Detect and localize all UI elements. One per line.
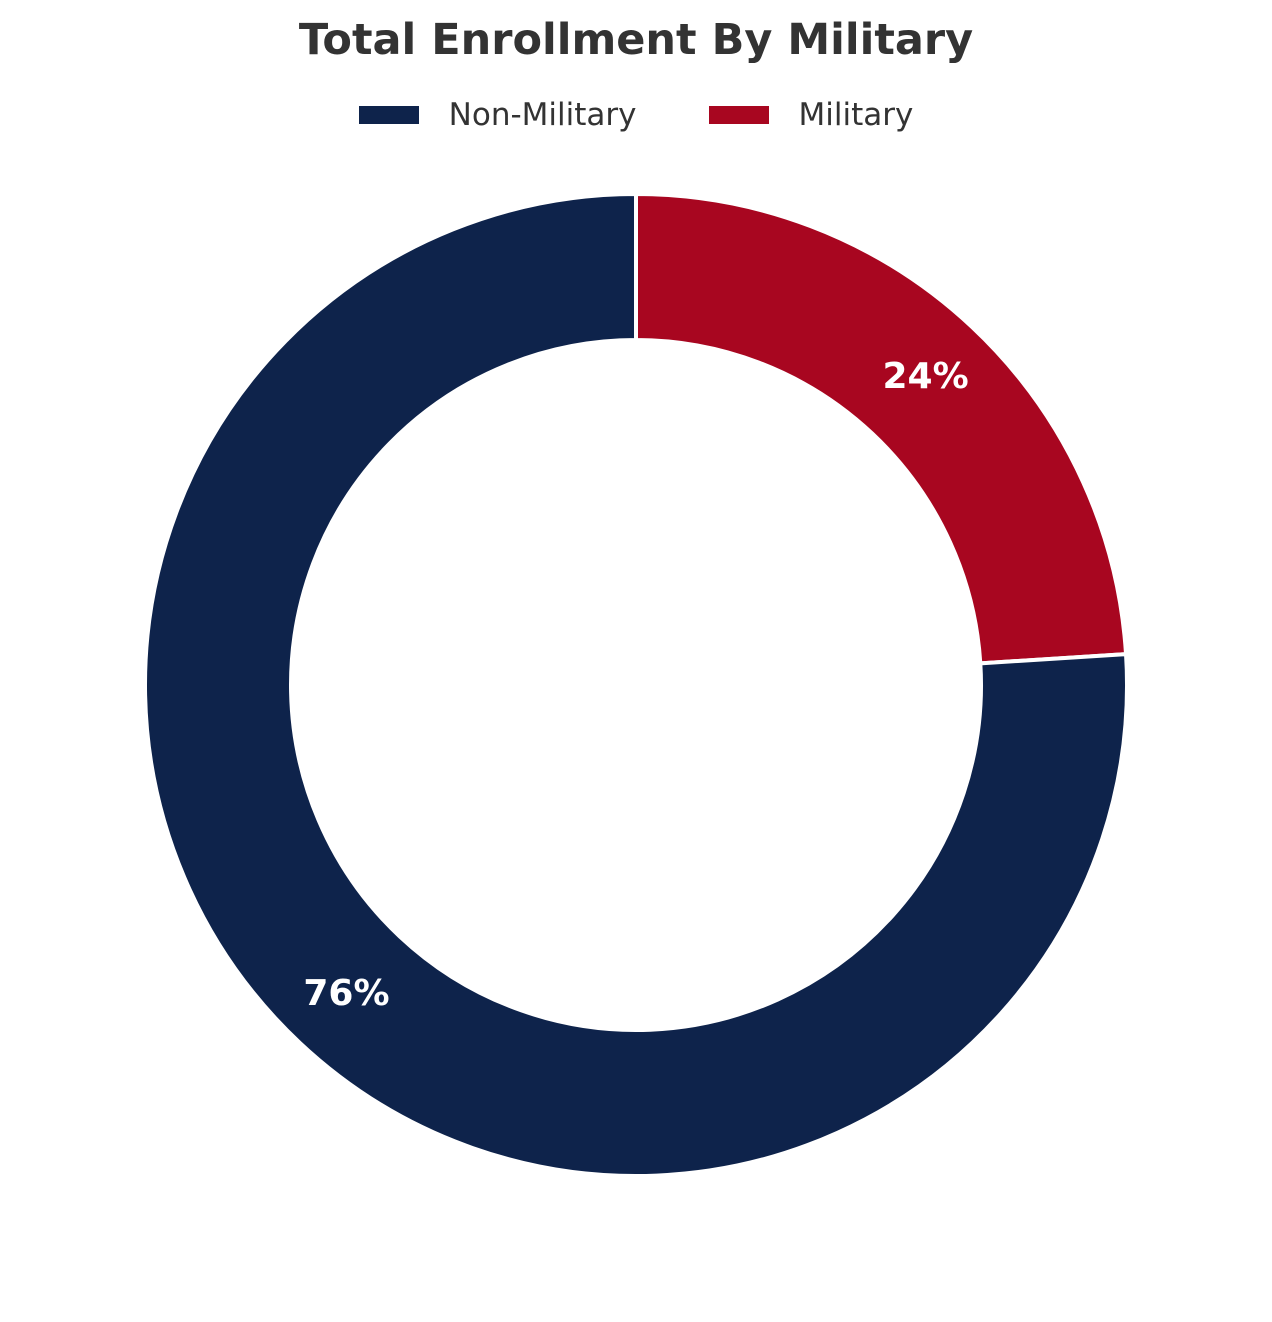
legend-label-military: Military xyxy=(798,97,914,133)
legend: Non-Military Military xyxy=(0,94,1272,136)
legend-swatch-non-military xyxy=(358,106,419,124)
slice-military xyxy=(634,191,1129,666)
slice-label-non-military: 76% xyxy=(303,973,389,1014)
slice-non-military xyxy=(143,191,1129,1178)
chart-title: Total Enrollment By Military xyxy=(298,15,974,65)
legend-item-military: Military xyxy=(708,94,914,136)
legend-item-non-military: Non-Military xyxy=(358,94,637,136)
legend-label-non-military: Non-Military xyxy=(448,97,637,133)
slice-label-military: 24% xyxy=(882,356,968,397)
legend-swatch-military xyxy=(708,106,769,124)
